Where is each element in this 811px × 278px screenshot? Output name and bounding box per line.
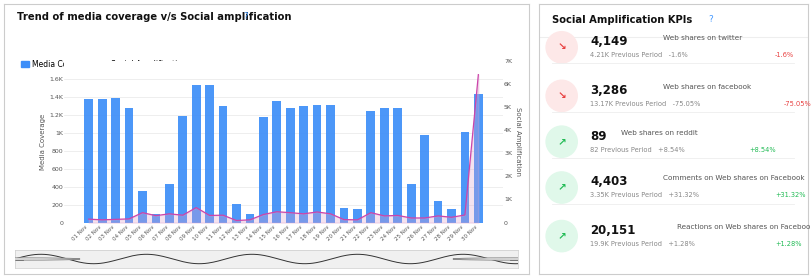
Text: ↘: ↘ <box>556 42 565 52</box>
Text: +8.54%: +8.54% <box>748 147 775 153</box>
Bar <box>420 135 428 223</box>
Text: 13.17K Previous Period   -75.05%: 13.17K Previous Period -75.05% <box>590 101 699 107</box>
Bar <box>474 94 482 223</box>
Bar <box>218 106 227 223</box>
Bar <box>245 214 254 223</box>
Bar <box>111 98 120 223</box>
Text: +31.32%: +31.32% <box>774 192 805 198</box>
Y-axis label: Media Coverage: Media Coverage <box>41 114 46 170</box>
Text: 20,151: 20,151 <box>590 224 634 237</box>
Circle shape <box>545 220 577 252</box>
Bar <box>326 105 334 223</box>
Circle shape <box>545 80 577 111</box>
Text: 89: 89 <box>590 130 606 143</box>
Text: ↗: ↗ <box>556 183 565 193</box>
Bar <box>393 108 401 223</box>
Text: Web shares on reddit: Web shares on reddit <box>620 130 697 136</box>
Bar <box>299 106 307 223</box>
Circle shape <box>453 258 573 260</box>
Circle shape <box>545 126 577 157</box>
Bar <box>232 204 241 223</box>
Circle shape <box>545 32 577 63</box>
Text: ?: ? <box>707 15 712 24</box>
Bar <box>84 100 93 223</box>
Text: 4,149: 4,149 <box>590 35 627 48</box>
Bar <box>152 214 160 223</box>
Bar <box>406 184 415 223</box>
Circle shape <box>0 258 80 260</box>
Text: -1.6%: -1.6% <box>774 52 793 58</box>
Circle shape <box>545 172 577 203</box>
Text: 3,286: 3,286 <box>590 84 627 97</box>
Bar <box>125 108 133 223</box>
Bar <box>366 111 375 223</box>
Bar <box>178 116 187 223</box>
Bar <box>339 208 348 223</box>
Bar <box>259 117 268 223</box>
Text: 3.35K Previous Period   +31.32%: 3.35K Previous Period +31.32% <box>590 192 698 198</box>
Text: 82 Previous Period   +8.54%: 82 Previous Period +8.54% <box>590 147 684 153</box>
Bar <box>97 99 106 223</box>
Text: Comments on Web shares on Facebook: Comments on Web shares on Facebook <box>662 175 803 182</box>
Text: ↗: ↗ <box>556 231 565 241</box>
Text: 4,403: 4,403 <box>590 175 627 188</box>
Text: ?: ? <box>242 12 247 21</box>
Text: ↗: ↗ <box>556 137 565 147</box>
Text: ↘: ↘ <box>556 91 565 101</box>
Text: Social Amplification KPIs: Social Amplification KPIs <box>551 15 692 25</box>
Bar <box>165 184 174 223</box>
Text: Trend of media coverage v/s Social amplification: Trend of media coverage v/s Social ampli… <box>17 12 291 22</box>
Bar <box>205 85 214 223</box>
Legend: Media Coverage, Social Amplification: Media Coverage, Social Amplification <box>19 56 190 72</box>
Bar <box>380 108 388 223</box>
Bar <box>138 191 147 223</box>
Text: Web shares on twitter: Web shares on twitter <box>662 35 741 41</box>
Y-axis label: Social Amplification: Social Amplification <box>514 107 521 176</box>
Bar <box>285 108 294 223</box>
Bar <box>447 209 455 223</box>
Bar <box>460 132 469 223</box>
Bar <box>191 85 200 223</box>
Text: Reactions on Web shares on Facebook: Reactions on Web shares on Facebook <box>676 224 811 230</box>
Text: 4.21K Previous Period   -1.6%: 4.21K Previous Period -1.6% <box>590 52 687 58</box>
Text: +1.28%: +1.28% <box>774 241 800 247</box>
Text: Web shares on facebook: Web shares on facebook <box>662 84 750 90</box>
Bar <box>353 209 362 223</box>
Bar <box>272 101 281 223</box>
Bar <box>312 105 321 223</box>
Text: 19.9K Previous Period   +1.28%: 19.9K Previous Period +1.28% <box>590 241 694 247</box>
Text: -75.05%: -75.05% <box>783 101 810 107</box>
Bar <box>433 200 442 223</box>
